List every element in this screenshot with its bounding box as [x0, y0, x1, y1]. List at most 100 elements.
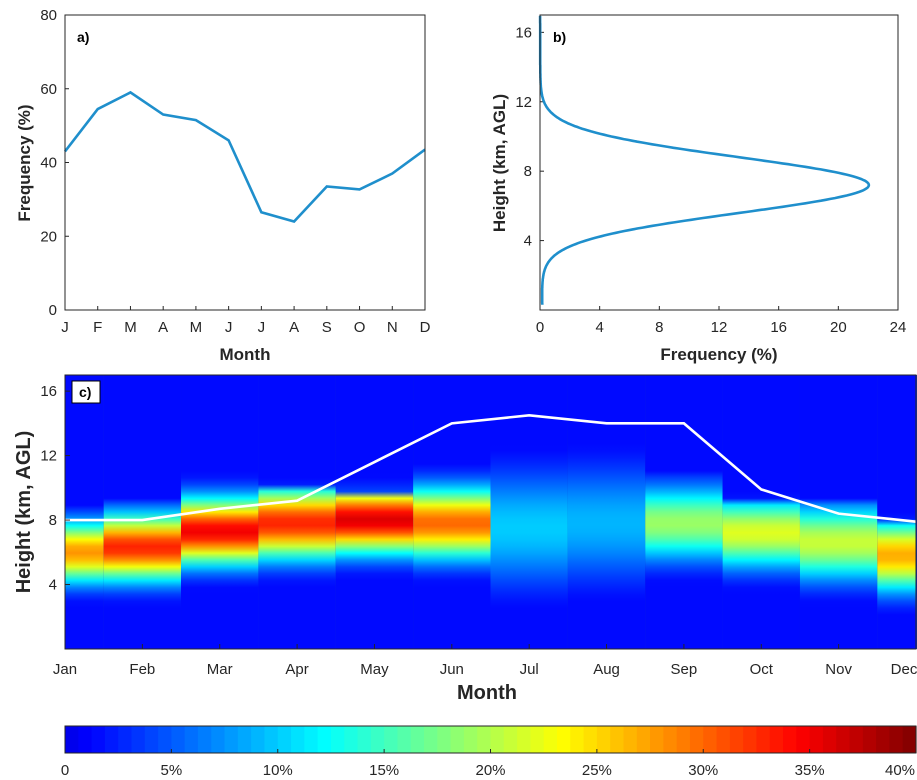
- colorbar-cell: [144, 726, 159, 753]
- colorbar-cell: [91, 726, 106, 753]
- colorbar-cell: [357, 726, 372, 753]
- panel-a-ytick-label: 20: [40, 228, 57, 245]
- colorbar-tick-label: 20%: [475, 762, 505, 779]
- colorbar-cell: [583, 726, 598, 753]
- colorbar-cell: [729, 726, 744, 753]
- colorbar-cell: [902, 726, 917, 753]
- colorbar-cell: [437, 726, 452, 753]
- colorbar-tick-label: 5%: [161, 762, 183, 779]
- colorbar-cell: [477, 726, 492, 753]
- colorbar-cell: [291, 726, 305, 753]
- colorbar-cell: [317, 726, 332, 753]
- panel-c-heatmap-column: [645, 375, 723, 649]
- colorbar-cell: [663, 726, 678, 753]
- colorbar-cell: [490, 726, 505, 753]
- panel-c-heatmap-column: [722, 375, 800, 649]
- panel-c-heatmap-column: [490, 375, 568, 649]
- colorbar-tick-label: 25%: [582, 762, 612, 779]
- colorbar-tick-label: 15%: [369, 762, 399, 779]
- colorbar-cell: [876, 726, 891, 753]
- panel-b-profile-line: [538, 15, 871, 305]
- colorbar-cell: [384, 726, 399, 753]
- panel-c-xtick-label: May: [360, 661, 389, 678]
- colorbar-cell: [862, 726, 877, 753]
- colorbar-cell: [224, 726, 239, 753]
- panel-c-ylabel: Height (km, AGL): [13, 431, 35, 594]
- panel-b-xtick-label: 12: [711, 319, 728, 336]
- panel-c-label-box: [71, 380, 101, 404]
- colorbar-cell: [783, 726, 797, 753]
- panel-b: 0 4 8 12 16 20 24 4 8 12 16 b) Frequency (%) Heigh…: [490, 14, 906, 364]
- panel-a-xtick-label: S: [322, 319, 332, 336]
- colorbar-cell: [251, 726, 266, 753]
- panel-b-xtick-label: 0: [536, 319, 544, 336]
- panel-a-ytick-label: 80: [40, 7, 57, 24]
- panel-c-ticks: Jan Feb Mar Apr May Jun Jul Aug Sep Oct Nov Dec 4 8 12…: [40, 383, 917, 678]
- colorbar-cell: [370, 726, 385, 753]
- panel-a-label: a): [77, 29, 89, 45]
- colorbar-cell: [769, 726, 784, 753]
- colorbar-cell: [623, 726, 638, 753]
- panel-a-axes-box: [64, 14, 426, 311]
- panel-a-xtick-label: M: [190, 319, 203, 336]
- colorbar-cell: [822, 726, 837, 753]
- panel-c-heatmap-column: [258, 375, 336, 649]
- colorbar-cell: [836, 726, 851, 753]
- panel-c-axes-box: [64, 374, 917, 650]
- colorbar-cell: [158, 726, 172, 753]
- colorbar-cell: [171, 726, 186, 753]
- panel-a-xtick-label: A: [158, 319, 168, 336]
- colorbar-cell: [277, 726, 292, 753]
- panel-a-xtick-label: F: [93, 319, 102, 336]
- panel-c-heatmap-column: [567, 375, 646, 649]
- panel-a-ylabel: Frequency (%): [15, 104, 34, 221]
- colorbar-cell: [796, 726, 811, 753]
- colorbar-cell: [237, 726, 252, 753]
- panel-b-xtick-label: 8: [655, 319, 663, 336]
- panel-c-heatmap-column: [877, 375, 916, 649]
- panel-c-xlabel: Month: [457, 682, 517, 704]
- panel-a-ytick-label: 0: [49, 302, 57, 319]
- colorbar-cell: [596, 726, 611, 753]
- panel-c-heatmap-column: [335, 375, 414, 649]
- panel-a-series-line: [63, 90, 426, 223]
- panel-c-xtick-label: Mar: [207, 661, 233, 678]
- panel-a-xtick-label: J: [225, 319, 233, 336]
- colorbar-cell: [517, 726, 531, 753]
- colorbar-tick-label: 10%: [263, 762, 293, 779]
- panel-c-heatmap-cells: [65, 375, 916, 649]
- panel-c-xtick-label: Jul: [520, 661, 539, 678]
- colorbar-cell: [424, 726, 438, 753]
- panel-b-ticks: 0 4 8 12 16 20 24 4 8 12 16: [515, 24, 906, 336]
- panel-a-xtick-label: A: [289, 319, 299, 336]
- colorbar-cell: [304, 726, 319, 753]
- colorbar-cell: [676, 726, 691, 753]
- colorbar-cell: [330, 726, 345, 753]
- panel-a-xlabel: Month: [220, 345, 271, 364]
- colorbar-cell: [463, 726, 478, 753]
- colorbar-cell: [264, 726, 279, 753]
- colorbar-cell: [78, 726, 93, 753]
- panel-b-xtick-label: 4: [595, 319, 603, 336]
- colorbar-tick-label: 30%: [688, 762, 718, 779]
- colorbar: 0 5% 10% 15% 20% 25% 30% 35% 40%: [61, 725, 917, 779]
- panel-c-xtick-label: Dec: [891, 661, 917, 678]
- panel-c-label: c): [79, 384, 91, 400]
- panel-b-ytick-label: 4: [524, 233, 532, 250]
- panel-b-ylabel: Height (km, AGL): [490, 94, 509, 232]
- panel-c-ytick-label: 16: [40, 383, 57, 400]
- colorbar-cell: [570, 726, 585, 753]
- colorbar-cell: [530, 726, 545, 753]
- colorbar-cell: [610, 726, 625, 753]
- colorbar-cell: [556, 726, 571, 753]
- colorbar-cell: [131, 726, 146, 753]
- panel-a-xtick-label: N: [387, 319, 398, 336]
- colorbar-cell: [716, 726, 731, 753]
- colorbar-cell: [410, 726, 425, 753]
- colorbar-cell: [650, 726, 664, 753]
- panel-c-heatmap-column: [103, 375, 182, 649]
- colorbar-cell: [849, 726, 864, 753]
- panel-a: J F M A M J J A S O N D 0 20 40 60 80 a) Month Frequency…: [15, 7, 431, 364]
- colorbar-cell: [450, 726, 465, 753]
- colorbar-cell: [689, 726, 704, 753]
